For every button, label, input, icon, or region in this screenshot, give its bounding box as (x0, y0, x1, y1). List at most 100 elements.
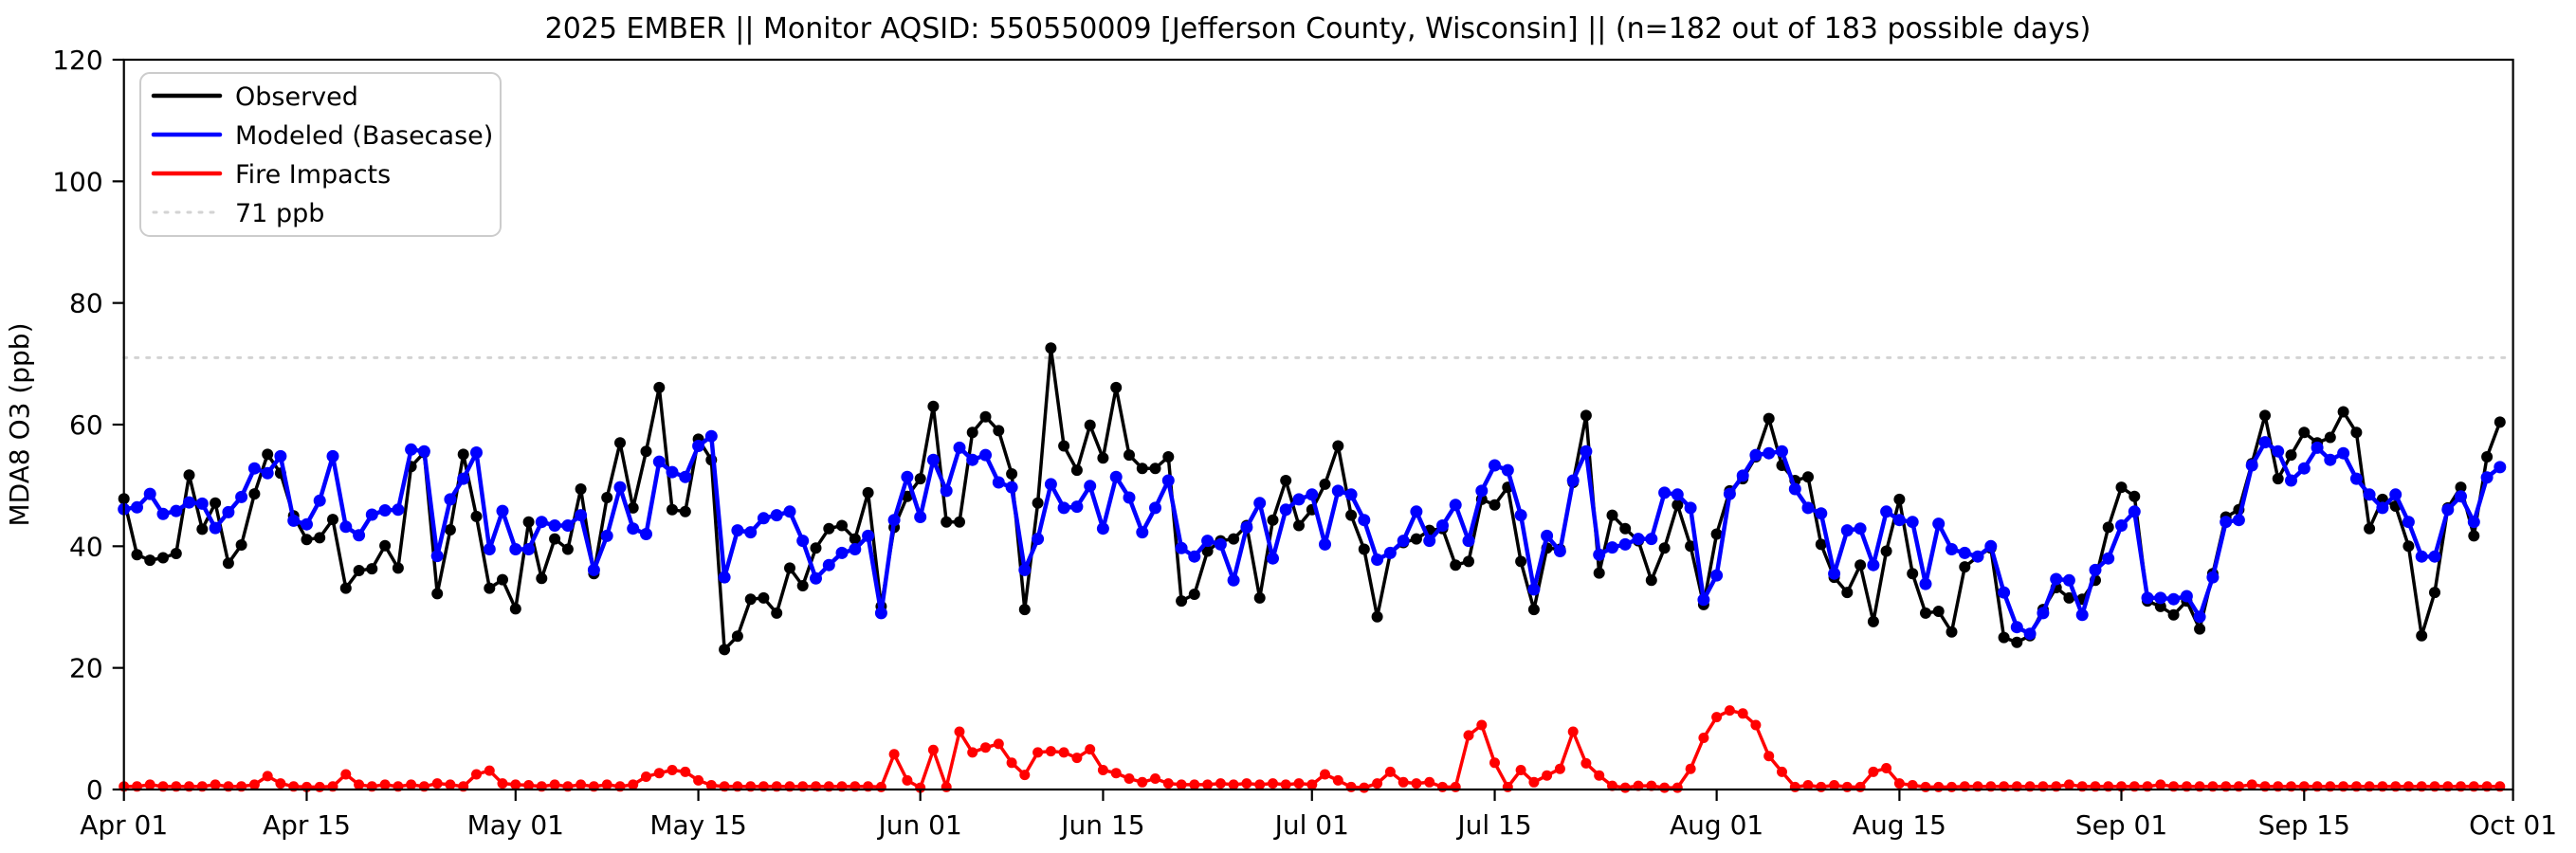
chart-title: 2025 EMBER || Monitor AQSID: 550550009 [… (545, 12, 2092, 45)
data-point-marker (1632, 533, 1645, 546)
data-point-marker (1070, 464, 1083, 477)
data-point-marker (1502, 781, 1513, 792)
data-point-marker (1411, 778, 1422, 789)
data-point-marker (1018, 563, 1032, 576)
data-point-marker (497, 573, 508, 586)
data-point-marker (262, 448, 274, 461)
data-point-marker (823, 522, 835, 535)
y-tick-label: 80 (69, 288, 103, 319)
data-point-marker (1958, 546, 1971, 559)
data-point-marker (1150, 773, 1160, 784)
data-point-marker (1515, 765, 1526, 775)
data-point-marker (1959, 561, 1971, 573)
data-point-marker (1397, 535, 1410, 548)
data-point-marker (509, 603, 521, 615)
data-point-marker (2194, 623, 2206, 635)
data-point-marker (1268, 778, 1278, 789)
data-point-marker (1149, 463, 1161, 475)
data-point-marker (614, 437, 626, 449)
data-point-marker (379, 539, 392, 552)
data-point-marker (1331, 484, 1344, 498)
data-point-marker (1971, 550, 1984, 563)
data-point-marker (1319, 478, 1331, 490)
data-point-marker (1136, 463, 1148, 475)
data-point-marker (693, 774, 704, 786)
data-point-marker (1058, 747, 1069, 758)
data-point-marker (1867, 558, 1880, 572)
data-point-marker (2155, 779, 2166, 790)
data-point-marker (652, 455, 666, 468)
data-point-marker (2154, 591, 2167, 605)
data-point-marker (953, 441, 966, 454)
data-point-marker (1868, 766, 1879, 777)
data-point-marker (1737, 708, 1748, 719)
data-point-marker (222, 557, 234, 570)
data-point-marker (2337, 406, 2349, 418)
data-point-marker (1057, 501, 1070, 515)
data-point-marker (262, 771, 273, 782)
data-point-marker (1463, 730, 1474, 741)
data-point-marker (1372, 778, 1383, 789)
data-point-marker (1984, 539, 1998, 553)
data-point-marker (836, 519, 848, 532)
data-point-marker (796, 535, 810, 548)
data-point-marker (314, 781, 325, 792)
data-point-marker (1763, 751, 1775, 762)
data-point-marker (157, 552, 169, 564)
data-point-marker (561, 543, 574, 555)
data-point-marker (2376, 501, 2389, 515)
data-point-marker (2037, 607, 2050, 620)
data-point-marker (862, 486, 874, 499)
data-point-marker (340, 769, 352, 780)
data-point-marker (2272, 445, 2285, 458)
data-point-marker (1240, 520, 1253, 534)
data-point-marker (679, 470, 692, 483)
data-point-marker (1176, 779, 1187, 790)
data-point-marker (1032, 497, 1044, 509)
data-point-marker (2324, 431, 2336, 444)
y-tick-label: 20 (69, 653, 103, 684)
data-point-marker (2298, 426, 2311, 439)
data-point-marker (549, 779, 560, 790)
data-point-marker (430, 550, 444, 563)
data-point-marker (1566, 474, 1580, 487)
data-point-marker (548, 519, 561, 532)
data-point-marker (326, 449, 339, 463)
y-axis-label: MDA8 O3 (ppb) (4, 322, 35, 526)
data-point-marker (144, 554, 156, 567)
data-point-marker (1671, 488, 1684, 501)
data-point-marker (1476, 719, 1488, 731)
data-point-marker (1802, 780, 1814, 790)
data-point-marker (522, 543, 536, 555)
data-point-marker (1854, 522, 1867, 535)
data-point-marker (301, 517, 313, 531)
data-point-marker (1293, 778, 1305, 789)
data-point-marker (1253, 497, 1267, 510)
data-point-marker (1854, 781, 1866, 792)
data-point-marker (1201, 545, 1214, 557)
data-point-marker (183, 469, 195, 481)
data-point-marker (431, 588, 444, 600)
data-point-marker (1633, 780, 1644, 791)
x-tick-label: Apr 15 (263, 809, 351, 841)
x-tick-label: Jul 01 (1273, 809, 1349, 841)
data-point-marker (1344, 488, 1358, 501)
data-point-marker (354, 779, 365, 790)
data-point-marker (627, 501, 639, 514)
data-point-marker (2063, 779, 2074, 790)
data-point-marker (1528, 776, 1540, 788)
data-point-marker (783, 505, 796, 518)
data-point-marker (992, 476, 1005, 489)
data-point-marker (1684, 501, 1697, 515)
data-point-marker (1933, 781, 1945, 792)
data-point-marker (183, 496, 195, 509)
data-point-marker (2075, 608, 2089, 622)
data-point-marker (2324, 453, 2337, 466)
data-point-marker (2050, 572, 2063, 586)
data-point-marker (822, 558, 835, 572)
data-point-marker (1554, 763, 1565, 774)
x-tick-label: Sep 01 (2075, 809, 2167, 841)
data-point-marker (1280, 779, 1291, 790)
data-point-marker (1489, 459, 1501, 472)
data-point-marker (1306, 779, 1318, 790)
